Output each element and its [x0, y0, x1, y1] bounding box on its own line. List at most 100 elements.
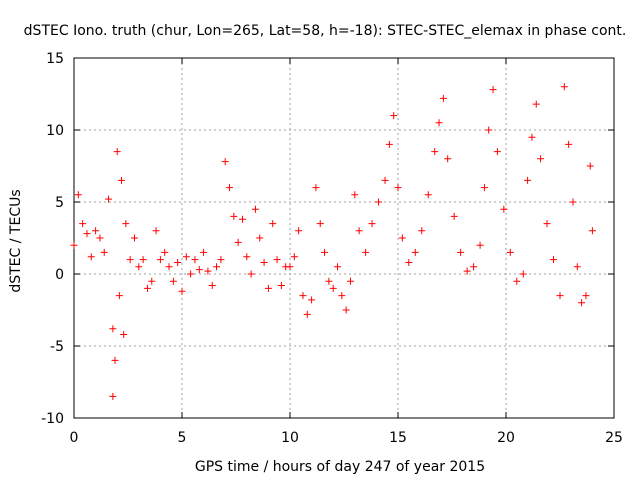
data-series — [70, 83, 596, 400]
data-point — [303, 310, 311, 318]
data-point — [390, 112, 398, 120]
data-point — [217, 256, 225, 264]
data-point — [273, 256, 281, 264]
data-point — [299, 292, 307, 300]
y-tick-label: 0 — [55, 267, 64, 283]
data-point — [277, 282, 285, 290]
data-point — [578, 299, 586, 307]
data-point — [213, 263, 221, 271]
y-tick-label: 10 — [46, 123, 64, 139]
data-point — [457, 248, 465, 256]
data-point — [111, 356, 119, 364]
data-point — [243, 253, 251, 261]
data-point — [418, 227, 426, 235]
data-point — [96, 234, 104, 242]
data-point — [135, 263, 143, 271]
data-point — [109, 325, 117, 333]
data-point — [586, 162, 594, 170]
data-point — [476, 241, 484, 249]
data-point — [118, 176, 126, 184]
x-tick-label: 15 — [389, 430, 407, 446]
data-point — [470, 263, 478, 271]
data-point — [411, 248, 419, 256]
data-point — [87, 253, 95, 261]
data-point — [342, 306, 350, 314]
data-point — [582, 292, 590, 300]
data-point — [74, 191, 82, 199]
data-point — [234, 238, 242, 246]
data-point — [463, 267, 471, 275]
data-point — [524, 176, 532, 184]
data-point — [435, 119, 443, 127]
data-point — [295, 227, 303, 235]
data-point — [208, 282, 216, 290]
data-point — [565, 140, 573, 148]
grid — [74, 58, 614, 418]
y-tick-label: 5 — [55, 195, 64, 211]
data-point — [556, 292, 564, 300]
data-point — [260, 258, 268, 266]
data-point — [569, 198, 577, 206]
data-point — [79, 220, 87, 228]
data-point — [398, 234, 406, 242]
data-point — [334, 263, 342, 271]
data-point — [83, 230, 91, 238]
data-point — [290, 253, 298, 261]
data-point — [550, 256, 558, 264]
data-point — [187, 270, 195, 278]
x-tick-label: 5 — [178, 430, 187, 446]
data-point — [230, 212, 238, 220]
data-point — [182, 253, 190, 261]
data-point — [122, 220, 130, 228]
data-point — [105, 195, 113, 203]
x-tick-label: 10 — [281, 430, 299, 446]
data-point — [156, 256, 164, 264]
data-point — [92, 227, 100, 235]
y-tick-label: -10 — [41, 411, 64, 427]
data-point — [394, 184, 402, 192]
data-point — [362, 248, 370, 256]
data-point — [325, 277, 333, 285]
data-point — [489, 86, 497, 94]
data-point — [174, 258, 182, 266]
data-point — [573, 263, 581, 271]
data-point — [537, 155, 545, 163]
data-point — [450, 212, 458, 220]
data-point — [385, 140, 393, 148]
data-point — [528, 133, 536, 141]
data-point — [506, 248, 514, 256]
y-tick-label: 15 — [46, 51, 64, 67]
data-point — [169, 277, 177, 285]
y-axis-label: dSTEC / TECUs — [8, 189, 24, 292]
data-point — [120, 330, 128, 338]
data-point — [560, 83, 568, 91]
data-point — [286, 263, 294, 271]
data-point — [588, 227, 596, 235]
data-point — [532, 100, 540, 108]
data-point — [247, 270, 255, 278]
data-point — [113, 148, 121, 156]
data-point — [424, 191, 432, 199]
x-tick-label: 20 — [497, 430, 515, 446]
data-point — [329, 284, 337, 292]
data-point — [381, 176, 389, 184]
data-point — [312, 184, 320, 192]
data-point — [355, 227, 363, 235]
data-point — [152, 227, 160, 235]
data-point — [485, 126, 493, 134]
data-point — [165, 263, 173, 271]
data-point — [148, 277, 156, 285]
data-point — [269, 220, 277, 228]
chart-title: dSTEC Iono. truth (chur, Lon=265, Lat=58… — [24, 23, 627, 39]
x-tick-label: 0 — [70, 430, 79, 446]
data-point — [109, 392, 117, 400]
data-point — [543, 220, 551, 228]
y-tick-label: -5 — [50, 339, 64, 355]
data-point — [264, 284, 272, 292]
data-point — [221, 158, 229, 166]
data-point — [346, 277, 354, 285]
data-point — [161, 248, 169, 256]
data-point — [226, 184, 234, 192]
data-point — [513, 277, 521, 285]
